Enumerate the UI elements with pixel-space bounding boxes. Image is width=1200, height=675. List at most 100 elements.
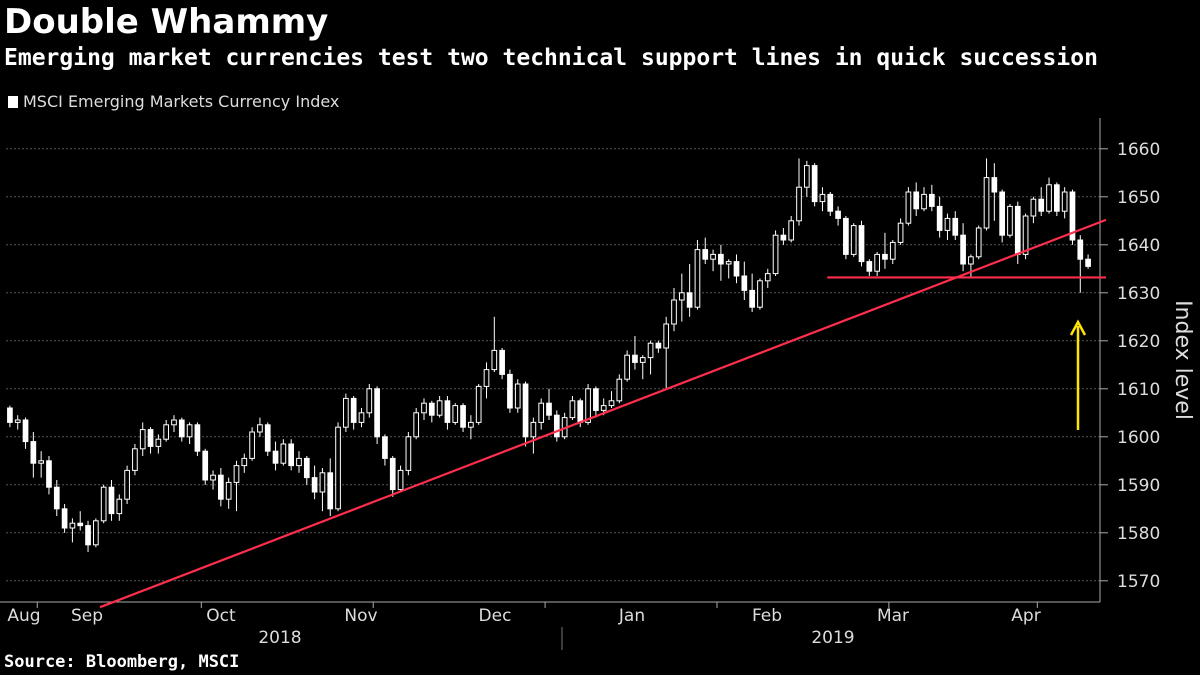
candle-body	[1085, 258, 1091, 267]
annotations	[1069, 319, 1087, 430]
candle-body	[905, 191, 912, 224]
candle-body	[514, 383, 521, 409]
candle-body	[296, 457, 302, 467]
candle-body	[639, 357, 646, 363]
candle-body	[710, 253, 716, 260]
candle-body	[280, 443, 287, 464]
candle-body	[116, 498, 123, 515]
candle-body	[178, 419, 185, 438]
candle-body	[475, 385, 482, 423]
candle-body	[350, 397, 357, 423]
candle-body	[991, 177, 998, 193]
candle-body	[382, 436, 388, 459]
x-tick-label: Nov	[344, 606, 377, 626]
candle-body	[546, 402, 552, 416]
candle-body	[1053, 184, 1060, 212]
candle-body	[569, 400, 576, 419]
candle-body	[61, 508, 68, 529]
candle-body	[928, 193, 935, 207]
candle-body	[897, 222, 904, 243]
candle-body	[616, 378, 623, 402]
candle-body	[241, 457, 248, 467]
candle-body	[843, 217, 849, 255]
candle-body	[1046, 184, 1052, 212]
support-line	[99, 218, 1107, 609]
y-tick-label: 1620	[1117, 332, 1160, 352]
candle-body	[343, 397, 349, 428]
candle-body	[452, 405, 459, 423]
candle-body	[577, 400, 584, 423]
candle-body	[866, 261, 873, 272]
candle-body	[632, 354, 638, 363]
candle-body	[1022, 215, 1029, 255]
candle-body	[1038, 198, 1045, 212]
candle-body	[788, 220, 795, 241]
candle-body	[428, 402, 435, 416]
y-tick-label: 1650	[1117, 188, 1160, 208]
x-tick-label: Jan	[618, 606, 645, 626]
candle-body	[374, 388, 380, 438]
candle-body	[397, 469, 404, 491]
candle-body	[749, 289, 755, 308]
candle-body	[483, 369, 490, 387]
chart-title: Double Whammy	[4, 2, 329, 42]
candle-body	[593, 388, 599, 411]
candle-body	[272, 450, 279, 464]
candle-body	[780, 234, 787, 241]
candle-body	[413, 412, 420, 438]
candle-body	[100, 486, 107, 522]
candle-body	[718, 253, 724, 265]
candle-body	[1061, 191, 1068, 212]
candle-body	[85, 525, 91, 546]
candle-body	[553, 414, 560, 438]
candle-body	[694, 249, 701, 308]
candle-body	[624, 354, 630, 380]
candle-body	[936, 205, 943, 231]
candle-body	[850, 225, 857, 255]
support-lines	[99, 218, 1107, 609]
candle-body	[530, 421, 537, 438]
candle-body	[303, 457, 310, 479]
candle-body	[7, 407, 13, 423]
legend-swatch	[8, 95, 18, 108]
y-tick-label: 1640	[1117, 236, 1160, 256]
candle-body	[93, 520, 99, 546]
candle-body	[460, 405, 466, 428]
candle-body	[436, 400, 443, 416]
candle-body	[1077, 239, 1084, 260]
candle-body	[858, 225, 865, 263]
candle-body	[358, 412, 365, 423]
candle-body	[163, 424, 170, 440]
candle-body	[257, 424, 263, 433]
candle-body	[585, 388, 591, 423]
x-tick-label: Dec	[479, 606, 512, 626]
candle-body	[69, 522, 76, 529]
candle-body	[983, 177, 990, 229]
candle-body	[975, 227, 982, 258]
candle-body	[288, 443, 295, 467]
gridlines	[6, 148, 1100, 582]
candle-body	[921, 193, 927, 210]
candle-body	[53, 486, 60, 510]
arrow-head	[1069, 319, 1087, 336]
candle-body	[233, 465, 240, 483]
y-tick-label: 1590	[1117, 476, 1160, 496]
candle-body	[827, 193, 834, 212]
candle-body	[1014, 205, 1021, 255]
source-note: Source: Bloomberg, MSCI	[4, 652, 240, 672]
candle-body	[663, 323, 670, 349]
year-label: 2019	[811, 628, 854, 648]
candle-body	[171, 419, 177, 426]
candle-body	[944, 217, 951, 231]
candle-body	[444, 400, 451, 423]
candle-body	[389, 457, 396, 491]
candle-body	[405, 436, 412, 471]
candle-body	[522, 383, 529, 438]
candle-body	[218, 474, 224, 500]
candle-body	[132, 448, 138, 471]
candle-body	[764, 273, 771, 282]
candle-body	[999, 191, 1005, 236]
candle-body	[647, 342, 654, 359]
candle-body	[38, 460, 45, 464]
legend-label: MSCI Emerging Markets Currency Index	[23, 92, 340, 111]
